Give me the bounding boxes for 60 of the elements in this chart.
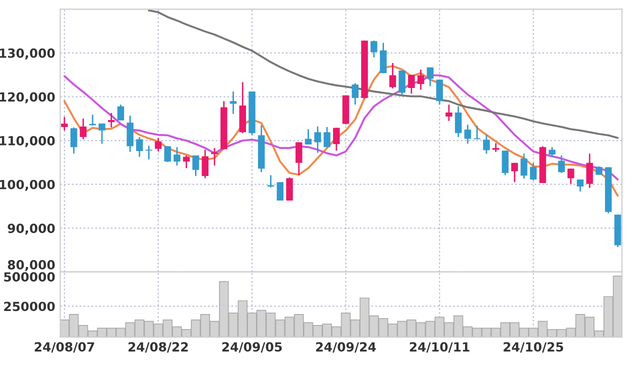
candlestick (370, 40, 378, 58)
x-tick-label: 24/09/05 (222, 342, 282, 353)
candlestick (520, 152, 528, 180)
candlestick (136, 136, 143, 158)
candlestick (502, 150, 509, 176)
candlestick (70, 126, 78, 154)
candlestick (202, 149, 208, 179)
candlestick (324, 126, 330, 148)
candlestick (567, 168, 574, 185)
y-tick-label: 100,000 (0, 180, 55, 191)
candlestick (286, 176, 293, 202)
candlestick (380, 42, 387, 74)
candlestick (454, 106, 462, 138)
candlestick (164, 146, 171, 163)
y-tick-label: 120,000 (0, 92, 55, 104)
candlestick (586, 152, 593, 189)
candlestick (182, 154, 190, 169)
y-tick-label: 80,000 (8, 260, 55, 272)
candlestick (333, 127, 340, 152)
candlestick (192, 154, 200, 177)
y-tick-label: 500000 (4, 272, 55, 282)
candlestick (304, 128, 312, 146)
candlestick (145, 145, 152, 160)
line-series (148, 9, 619, 139)
y-tick-label: 130,000 (0, 48, 55, 60)
candlestick (117, 104, 124, 122)
y-tick-label: 110,000 (0, 136, 55, 148)
candlestick (80, 118, 87, 140)
candlestick (446, 104, 452, 122)
candlestick (417, 68, 424, 90)
candlestick (408, 74, 415, 94)
x-tick-label: 24/08/07 (34, 342, 94, 353)
candlestick (126, 114, 134, 153)
candlestick (511, 162, 518, 183)
candlestick (174, 146, 180, 166)
x-tick-label: 24/09/24 (316, 342, 376, 353)
candlestick (267, 174, 274, 188)
candlestick (398, 70, 406, 96)
candlestick (530, 162, 537, 182)
candlestick (548, 146, 556, 158)
candlestick (276, 181, 284, 202)
candlestick (576, 178, 584, 192)
candlestick (389, 62, 396, 90)
x-tick-label: 24/08/22 (128, 342, 188, 353)
candlestick (296, 142, 302, 176)
candlestick (61, 116, 68, 132)
candlestick (464, 124, 472, 144)
x-tick-label: 24/10/25 (504, 342, 564, 353)
candlestick (558, 154, 565, 174)
candlestick (230, 90, 237, 115)
x-tick-label: 24/10/11 (410, 342, 470, 353)
candlestick (352, 82, 359, 106)
candlestick (154, 137, 162, 152)
candlestick (436, 78, 443, 106)
y-tick-label: 250000 (4, 302, 55, 312)
candlestick (483, 134, 490, 154)
candlestick (314, 126, 322, 154)
y-tick-label: 90,000 (8, 224, 55, 235)
candlestick (98, 122, 106, 144)
candlestick (426, 66, 434, 87)
